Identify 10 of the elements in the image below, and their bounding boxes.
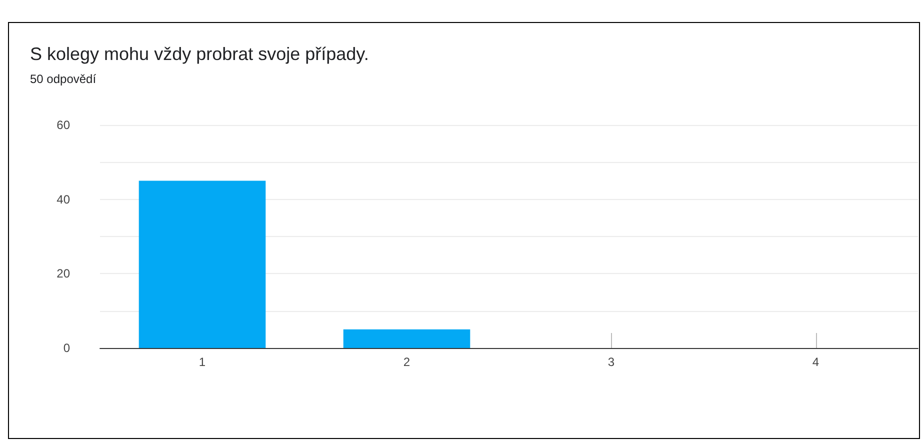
y-tick-label: 0 bbox=[63, 341, 70, 355]
x-tick-label: 3 bbox=[608, 355, 615, 369]
chart-subtitle: 50 odpovědí bbox=[30, 72, 97, 86]
x-tick-label: 4 bbox=[812, 355, 820, 369]
x-tick-label: 1 bbox=[198, 355, 206, 369]
y-tick-label: 20 bbox=[56, 266, 70, 281]
y-tick-label: 40 bbox=[56, 192, 70, 206]
x-tick-label: 2 bbox=[403, 355, 410, 369]
chart-title: S kolegy mohu vždy probrat svoje případy. bbox=[30, 44, 369, 64]
y-tick-label: 60 bbox=[56, 118, 70, 132]
